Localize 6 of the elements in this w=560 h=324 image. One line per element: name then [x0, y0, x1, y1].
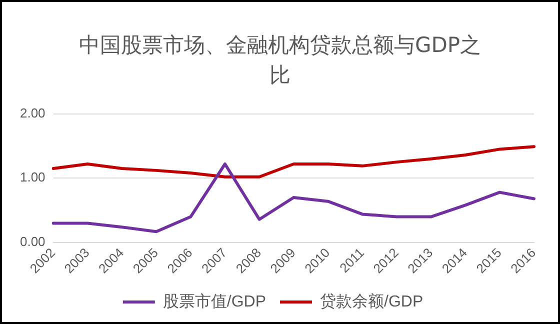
- y-tick-label: 0.00: [20, 234, 46, 250]
- legend-label: 贷款余额/GDP: [320, 292, 424, 310]
- y-tick-label: 2.00: [20, 105, 46, 120]
- chart-title: 中国股票市场、金融机构贷款总额与GDP之比: [78, 32, 482, 89]
- y-tick-label: 1.00: [20, 170, 46, 185]
- legend-label: 股票市值/GDP: [162, 292, 266, 310]
